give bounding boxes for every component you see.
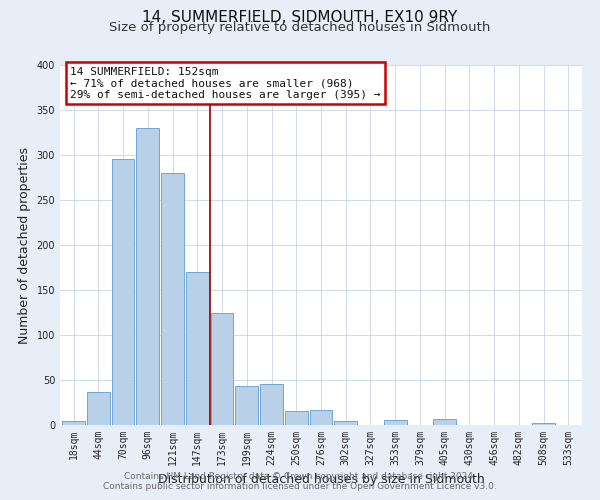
Bar: [62, 422, 85, 425]
Text: Size of property relative to detached houses in Sidmouth: Size of property relative to detached ho…: [109, 21, 491, 34]
Bar: [87, 392, 110, 425]
Text: 14, SUMMERFIELD, SIDMOUTH, EX10 9RY: 14, SUMMERFIELD, SIDMOUTH, EX10 9RY: [142, 10, 458, 25]
Y-axis label: Number of detached properties: Number of detached properties: [18, 146, 31, 344]
Bar: [112, 158, 134, 425]
X-axis label: Distribution of detached houses by size in Sidmouth: Distribution of detached houses by size …: [158, 474, 484, 486]
Bar: [285, 410, 308, 425]
Bar: [384, 420, 407, 425]
Bar: [334, 420, 357, 425]
Bar: [433, 418, 456, 425]
Bar: [310, 410, 332, 425]
Text: Contains public sector information licensed under the Open Government Licence v3: Contains public sector information licen…: [103, 482, 497, 491]
Bar: [161, 173, 184, 425]
Bar: [235, 386, 258, 425]
Bar: [211, 314, 233, 425]
Bar: [260, 384, 283, 425]
Bar: [136, 128, 159, 425]
Text: 14 SUMMERFIELD: 152sqm
← 71% of detached houses are smaller (968)
29% of semi-de: 14 SUMMERFIELD: 152sqm ← 71% of detached…: [70, 67, 381, 100]
Bar: [186, 272, 209, 425]
Bar: [532, 423, 555, 425]
Text: Contains HM Land Registry data © Crown copyright and database right 2024.: Contains HM Land Registry data © Crown c…: [124, 472, 476, 481]
